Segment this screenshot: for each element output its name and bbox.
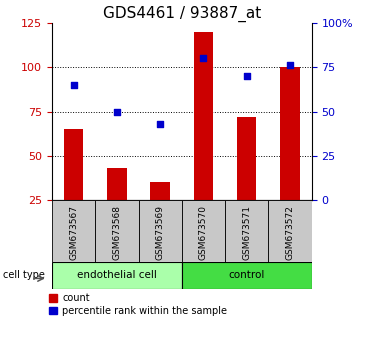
Text: GSM673572: GSM673572 [286,205,295,260]
Bar [280,67,300,200]
Bar [64,129,83,200]
Text: endothelial cell: endothelial cell [77,270,157,280]
Bar [150,182,170,200]
Bar [182,262,312,289]
Text: GSM673569: GSM673569 [156,205,165,260]
Bar [194,32,213,200]
Text: GSM673570: GSM673570 [199,205,208,260]
Point [70,82,76,88]
Bar [237,117,256,200]
Point [114,109,120,114]
Title: GDS4461 / 93887_at: GDS4461 / 93887_at [103,5,261,22]
Text: GSM673568: GSM673568 [112,205,121,260]
Bar [182,200,225,262]
Point [157,121,163,127]
Bar [95,200,138,262]
Text: control: control [229,270,265,280]
Bar [52,262,182,289]
Text: GSM673571: GSM673571 [242,205,251,260]
Point [287,63,293,68]
Bar [107,168,127,200]
Bar [268,200,312,262]
Bar [138,200,182,262]
Bar [52,200,95,262]
Text: GSM673567: GSM673567 [69,205,78,260]
Point [244,73,250,79]
Point [200,56,206,61]
Legend: count, percentile rank within the sample: count, percentile rank within the sample [49,293,227,316]
Text: cell type: cell type [3,270,45,280]
Bar [225,200,268,262]
